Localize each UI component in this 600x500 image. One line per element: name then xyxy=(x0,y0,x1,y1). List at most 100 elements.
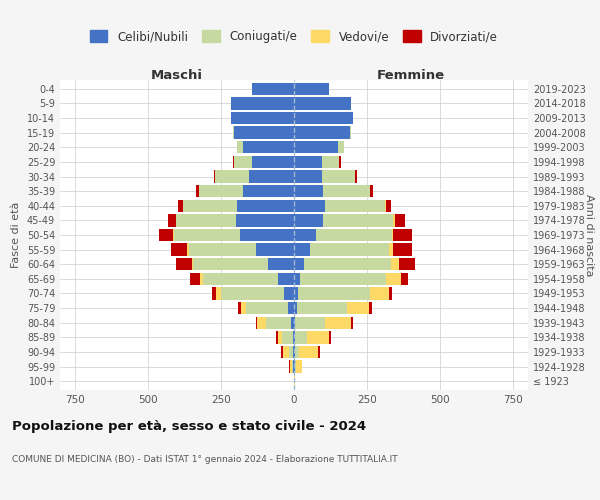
Bar xyxy=(199,185,243,198)
Bar xyxy=(289,346,293,358)
Bar xyxy=(281,346,283,358)
Bar xyxy=(292,360,293,373)
Bar xyxy=(221,288,284,300)
Bar xyxy=(304,258,391,270)
Bar xyxy=(318,346,320,358)
Bar xyxy=(214,170,215,182)
Bar xyxy=(241,302,246,314)
Bar xyxy=(295,360,296,373)
Bar xyxy=(288,302,294,314)
Bar xyxy=(183,200,237,212)
Bar xyxy=(251,156,294,168)
Bar xyxy=(215,170,248,182)
Bar xyxy=(283,331,293,344)
Bar xyxy=(203,272,278,285)
Bar xyxy=(394,214,395,226)
Bar xyxy=(392,229,394,241)
Bar xyxy=(394,229,412,241)
Bar xyxy=(370,288,389,300)
Bar xyxy=(395,214,405,226)
Bar xyxy=(294,346,295,358)
Bar xyxy=(237,141,243,154)
Text: COMUNE DI MEDICINA (BO) - Dati ISTAT 1° gennaio 2024 - Elaborazione TUTTITALIA.I: COMUNE DI MEDICINA (BO) - Dati ISTAT 1° … xyxy=(12,455,398,464)
Bar xyxy=(176,214,235,226)
Bar xyxy=(294,185,323,198)
Bar xyxy=(294,375,295,388)
Bar xyxy=(310,244,389,256)
Bar xyxy=(299,346,318,358)
Y-axis label: Fasce di età: Fasce di età xyxy=(11,202,21,268)
Bar xyxy=(350,126,351,139)
Bar xyxy=(386,272,401,285)
Bar xyxy=(294,302,297,314)
Bar xyxy=(283,346,289,358)
Bar xyxy=(196,185,199,198)
Bar xyxy=(316,229,392,241)
Bar xyxy=(296,360,302,373)
Bar xyxy=(298,288,370,300)
Bar xyxy=(290,360,292,373)
Bar xyxy=(233,126,234,139)
Bar xyxy=(294,244,310,256)
Bar xyxy=(231,97,294,110)
Bar xyxy=(268,258,294,270)
Bar xyxy=(338,141,344,154)
Bar xyxy=(200,272,203,285)
Bar xyxy=(217,288,221,300)
Bar xyxy=(295,331,307,344)
Bar xyxy=(294,258,304,270)
Bar xyxy=(238,302,241,314)
Bar xyxy=(294,200,325,212)
Bar xyxy=(323,214,394,226)
Bar xyxy=(323,185,370,198)
Bar xyxy=(355,170,357,182)
Bar xyxy=(173,229,174,241)
Bar xyxy=(401,272,408,285)
Bar xyxy=(325,200,385,212)
Bar xyxy=(297,302,347,314)
Bar xyxy=(289,360,290,373)
Bar xyxy=(160,229,173,241)
Bar xyxy=(188,244,256,256)
Bar xyxy=(178,200,183,212)
Bar xyxy=(389,288,392,300)
Text: Maschi: Maschi xyxy=(151,69,203,82)
Bar xyxy=(191,258,193,270)
Bar xyxy=(294,141,338,154)
Bar xyxy=(295,346,299,358)
Bar xyxy=(278,272,294,285)
Bar xyxy=(294,331,295,344)
Bar xyxy=(386,200,391,212)
Bar xyxy=(257,316,266,329)
Bar xyxy=(248,170,294,182)
Text: Femmine: Femmine xyxy=(377,69,445,82)
Bar xyxy=(278,331,283,344)
Bar xyxy=(171,244,187,256)
Bar xyxy=(237,200,294,212)
Bar xyxy=(234,126,294,139)
Bar xyxy=(284,288,294,300)
Bar xyxy=(293,331,294,344)
Bar xyxy=(329,331,331,344)
Bar xyxy=(394,244,412,256)
Bar xyxy=(294,288,298,300)
Legend: Celibi/Nubili, Coniugati/e, Vedovi/e, Divorziati/e: Celibi/Nubili, Coniugati/e, Vedovi/e, Di… xyxy=(90,30,498,43)
Bar xyxy=(251,82,294,95)
Bar xyxy=(291,316,294,329)
Bar xyxy=(295,316,325,329)
Bar xyxy=(370,185,373,198)
Bar xyxy=(190,272,200,285)
Bar xyxy=(294,82,329,95)
Bar xyxy=(243,141,294,154)
Bar xyxy=(266,316,291,329)
Bar xyxy=(294,97,351,110)
Bar xyxy=(368,302,371,314)
Y-axis label: Anni di nascita: Anni di nascita xyxy=(584,194,594,276)
Bar xyxy=(256,316,257,329)
Bar xyxy=(391,258,400,270)
Bar xyxy=(347,302,368,314)
Bar xyxy=(193,258,268,270)
Bar xyxy=(174,229,240,241)
Bar xyxy=(294,156,322,168)
Bar xyxy=(340,156,341,168)
